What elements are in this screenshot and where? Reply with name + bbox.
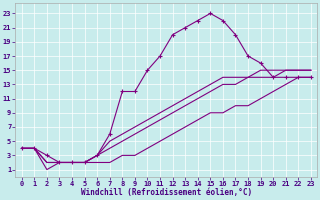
X-axis label: Windchill (Refroidissement éolien,°C): Windchill (Refroidissement éolien,°C) — [81, 188, 252, 197]
